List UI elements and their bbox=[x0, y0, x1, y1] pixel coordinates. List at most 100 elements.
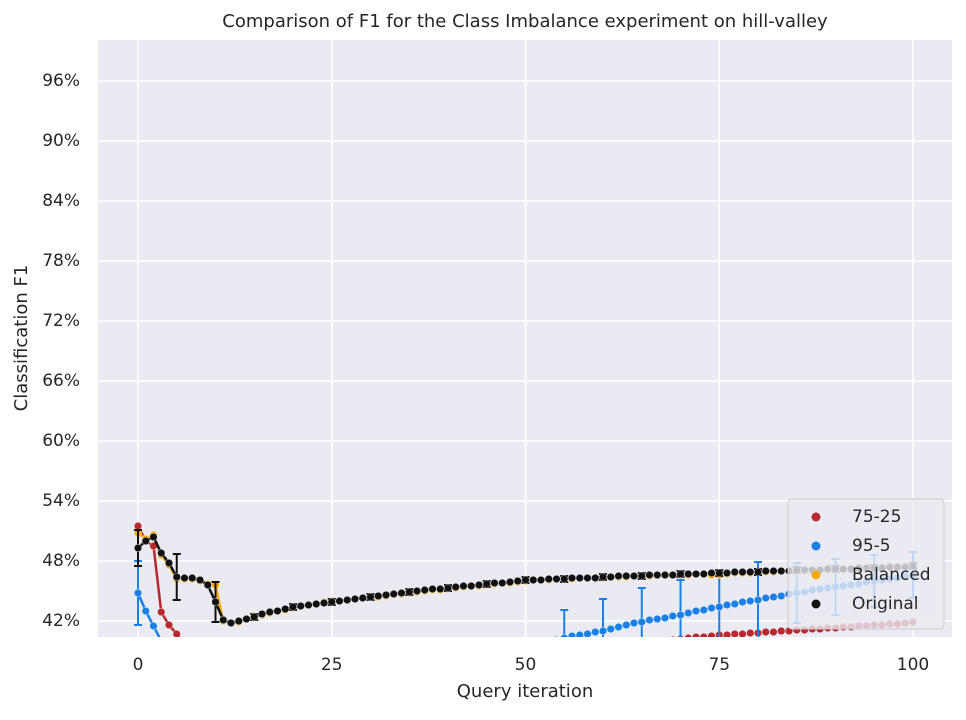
point bbox=[584, 647, 592, 655]
point bbox=[761, 628, 770, 637]
y-tick-label: 96% bbox=[42, 71, 80, 91]
point bbox=[211, 598, 220, 607]
point bbox=[560, 634, 569, 637]
point bbox=[529, 576, 538, 585]
point bbox=[444, 660, 452, 668]
point bbox=[560, 575, 569, 584]
y-tick-label: 78% bbox=[42, 251, 80, 271]
point bbox=[195, 576, 204, 585]
point bbox=[506, 649, 514, 657]
point bbox=[382, 678, 390, 686]
point bbox=[320, 686, 328, 694]
point bbox=[522, 645, 530, 653]
point bbox=[668, 612, 677, 621]
point bbox=[390, 665, 398, 673]
point bbox=[552, 575, 561, 584]
point bbox=[661, 637, 669, 645]
point bbox=[204, 673, 212, 681]
point bbox=[607, 644, 615, 652]
point bbox=[149, 533, 158, 542]
point bbox=[684, 570, 693, 579]
point bbox=[390, 677, 398, 685]
point bbox=[429, 662, 437, 670]
point bbox=[358, 594, 367, 603]
point bbox=[746, 629, 755, 637]
point bbox=[133, 589, 142, 598]
point bbox=[359, 667, 367, 675]
point bbox=[529, 642, 537, 650]
point bbox=[181, 661, 189, 669]
y-tick-label: 42% bbox=[42, 611, 80, 631]
point bbox=[343, 668, 351, 676]
point bbox=[172, 573, 181, 582]
point bbox=[420, 586, 429, 595]
point bbox=[699, 633, 708, 637]
point bbox=[630, 572, 639, 581]
point bbox=[583, 574, 592, 583]
point bbox=[491, 654, 499, 662]
point bbox=[614, 623, 623, 632]
point bbox=[234, 617, 243, 626]
point bbox=[761, 567, 770, 576]
point bbox=[638, 640, 646, 648]
point bbox=[723, 569, 732, 578]
point bbox=[444, 666, 452, 674]
point bbox=[483, 656, 491, 664]
point bbox=[219, 616, 228, 625]
point bbox=[351, 682, 359, 690]
point bbox=[367, 666, 375, 674]
point bbox=[274, 670, 282, 678]
point bbox=[459, 582, 468, 591]
point bbox=[289, 670, 297, 678]
chart-title: Comparison of F1 for the Class Imbalance… bbox=[222, 11, 828, 32]
point bbox=[203, 581, 212, 590]
point bbox=[676, 570, 685, 579]
legend: 75-25 95-5 Balanced Original bbox=[787, 498, 945, 630]
point bbox=[266, 670, 274, 678]
point bbox=[521, 576, 530, 585]
point bbox=[614, 572, 623, 581]
point bbox=[707, 604, 716, 613]
legend-box bbox=[787, 498, 945, 630]
point bbox=[467, 660, 475, 668]
point bbox=[327, 598, 336, 607]
y-tick-label: 48% bbox=[42, 551, 80, 571]
point bbox=[281, 687, 289, 695]
point bbox=[413, 663, 421, 671]
point bbox=[219, 678, 227, 686]
point bbox=[591, 646, 599, 654]
point bbox=[591, 628, 600, 637]
point bbox=[266, 686, 274, 694]
point bbox=[405, 674, 413, 682]
point bbox=[746, 568, 755, 577]
point bbox=[243, 668, 251, 676]
point bbox=[777, 592, 786, 601]
legend-label: 75-25 bbox=[852, 507, 901, 527]
y-tick-label: 84% bbox=[42, 191, 80, 211]
point bbox=[405, 588, 414, 597]
point bbox=[336, 684, 344, 692]
point bbox=[157, 637, 165, 645]
point bbox=[226, 619, 235, 628]
point bbox=[243, 683, 251, 691]
point bbox=[692, 607, 701, 616]
point bbox=[653, 638, 661, 646]
point bbox=[188, 649, 196, 657]
point bbox=[707, 632, 716, 637]
point bbox=[164, 559, 173, 568]
legend-label: Balanced bbox=[852, 565, 931, 585]
x-tick-label: 75 bbox=[708, 655, 730, 675]
point bbox=[668, 571, 677, 580]
point bbox=[537, 576, 546, 585]
point bbox=[374, 679, 382, 687]
point bbox=[281, 670, 289, 678]
point bbox=[738, 598, 747, 607]
point bbox=[560, 649, 568, 657]
labels: 42% 48% 54% 60% 66% 72% 78% 84% 90% 96% 0 25 50 75 100 bbox=[42, 71, 929, 675]
point bbox=[482, 580, 491, 589]
point bbox=[413, 587, 422, 596]
point bbox=[188, 574, 197, 583]
point bbox=[297, 687, 305, 695]
point bbox=[575, 574, 584, 583]
point bbox=[498, 579, 507, 588]
